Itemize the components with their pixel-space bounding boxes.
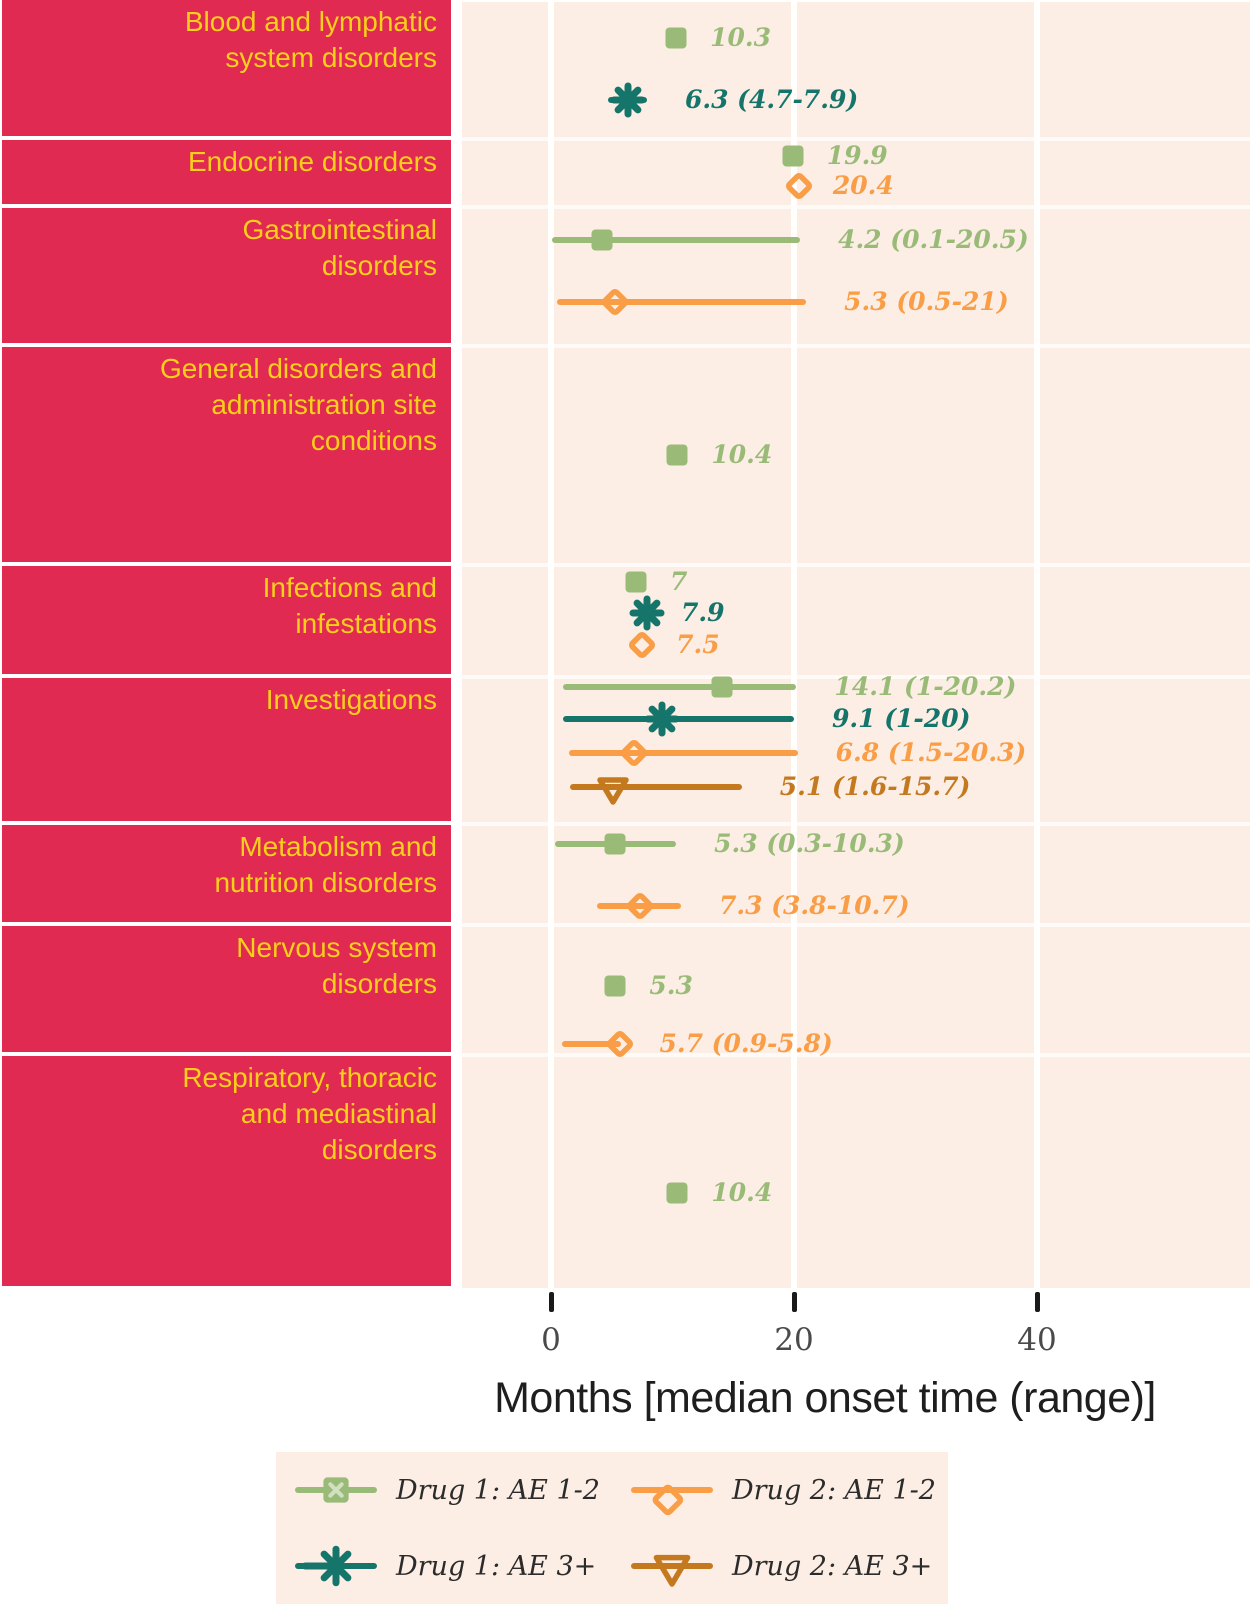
value-label: 5.7 (0.9-5.8) [659,1029,833,1058]
marker-square [612,558,660,606]
value-label: 10.3 [710,23,772,52]
value-label: 9.1 (1-20) [832,704,971,733]
legend-label: Drug 2: AE 1-2 [732,1474,936,1506]
axis-tick [791,1292,797,1312]
marker-square [653,431,701,479]
category-band: Investigations [2,678,451,821]
category-label: General disorders and administration site… [159,353,437,456]
value-label: 10.4 [711,440,773,469]
legend-item: Drug 1: AE 3+ [276,1538,612,1594]
category-band: Infections and infestations [2,566,451,674]
marker-asterisk [623,589,671,637]
category-label: Gastrointestinal disorders [242,214,437,281]
range-line [561,1041,622,1047]
value-label: 5.3 (0.5-21) [844,287,1009,316]
band-separator [462,923,1250,927]
axis-tick-label: 40 [1017,1322,1057,1358]
range-line [563,684,797,690]
category-label: Nervous system disorders [236,932,437,999]
range-line [570,784,742,790]
legend-item: Drug 2: AE 1-2 [612,1462,948,1518]
axis-tick-label: 0 [541,1322,561,1358]
value-label: 5.3 [649,971,693,1000]
value-label: 7.5 [676,630,720,659]
band-separator [462,137,1250,141]
marker-square [698,663,746,711]
category-column: Blood and lymphatic system disorders Endoc… [2,0,451,1288]
legend-marker-diamond [630,1462,714,1518]
marker-asterisk [638,695,686,743]
marker-diamond [596,1020,644,1068]
band-separator [462,563,1250,567]
value-label: 5.1 (1.6-15.7) [779,772,971,801]
legend-marker-asterisk [294,1538,378,1594]
range-line [569,750,798,756]
axis-tick [1034,1292,1040,1312]
category-label: Investigations [265,684,437,715]
category-band: Blood and lymphatic system disorders [2,0,451,136]
marker-diamond [591,278,639,326]
legend-label: Drug 1: AE 3+ [396,1550,597,1582]
gridline [1034,2,1040,1288]
marker-square [652,14,700,62]
band-separator [462,675,1250,679]
band-separator [462,344,1250,348]
value-label: 7.9 [680,598,725,627]
marker-diamond [618,621,666,669]
legend-item: Drug 2: AE 3+ [612,1538,948,1594]
value-label: 7 [670,567,688,596]
range-line [552,237,801,243]
category-band: Respiratory, thoracic and mediastinal diso… [2,1056,451,1286]
marker-square [769,132,817,180]
value-label: 19.9 [826,141,888,170]
value-label: 4.2 (0.1-20.5) [838,225,1029,254]
value-label: 5.3 (0.3-10.3) [714,829,905,858]
category-label: Respiratory, thoracic and mediastinal diso… [182,1062,437,1165]
legend-label: Drug 2: AE 3+ [732,1550,933,1582]
axis-title: Months [median onset time (range)] [494,1374,1156,1422]
legend-marker-triangle-down [630,1538,714,1594]
category-band: Nervous system disorders [2,926,451,1052]
band-separator [462,822,1250,826]
marker-triangle-down [589,763,637,811]
legend: Drug 1: AE 1-2 Drug 2: AE 1-2 Drug 1: AE… [276,1452,948,1604]
gridline [791,2,797,1288]
value-label: 6.3 (4.7-7.9) [684,85,859,114]
range-line [597,903,681,909]
value-label: 14.1 (1-20.2) [834,672,1017,701]
band-separator [462,1053,1250,1057]
marker-diamond [610,729,658,777]
value-label: 20.4 [832,171,894,200]
marker-square [591,962,639,1010]
value-label: 10.4 [711,1178,773,1207]
category-band: Gastrointestinal disorders [2,208,451,343]
legend-label: Drug 1: AE 1-2 [396,1474,600,1506]
marker-square [578,216,626,264]
axis-tick [548,1292,554,1312]
marker-square [653,1169,701,1217]
category-label: Endocrine disorders [187,146,437,177]
marker-diamond [775,162,823,210]
marker-diamond [616,882,664,930]
value-label: 6.8 (1.5-20.3) [835,738,1027,767]
category-label: Metabolism and nutrition disorders [214,831,437,898]
category-band: General disorders and administration site… [2,347,451,562]
gridline [548,2,554,1288]
category-band: Endocrine disorders [2,140,451,204]
range-line [557,299,807,305]
category-label: Infections and infestations [262,572,437,639]
category-band: Metabolism and nutrition disorders [2,825,451,922]
axis-tick-label: 20 [774,1322,814,1358]
category-label: Blood and lymphatic system disorders [184,6,437,73]
value-label: 7.3 (3.8-10.7) [719,891,910,920]
legend-marker-square [294,1462,378,1518]
legend-item: Drug 1: AE 1-2 [276,1462,612,1518]
marker-square [591,820,639,868]
marker-asterisk [604,76,652,124]
band-separator [462,205,1250,209]
plot-area: 10.3 6.3 (4.7-7.9) 19.9 20.4 4.2 (0.1-20.5) 5… [462,2,1250,1288]
